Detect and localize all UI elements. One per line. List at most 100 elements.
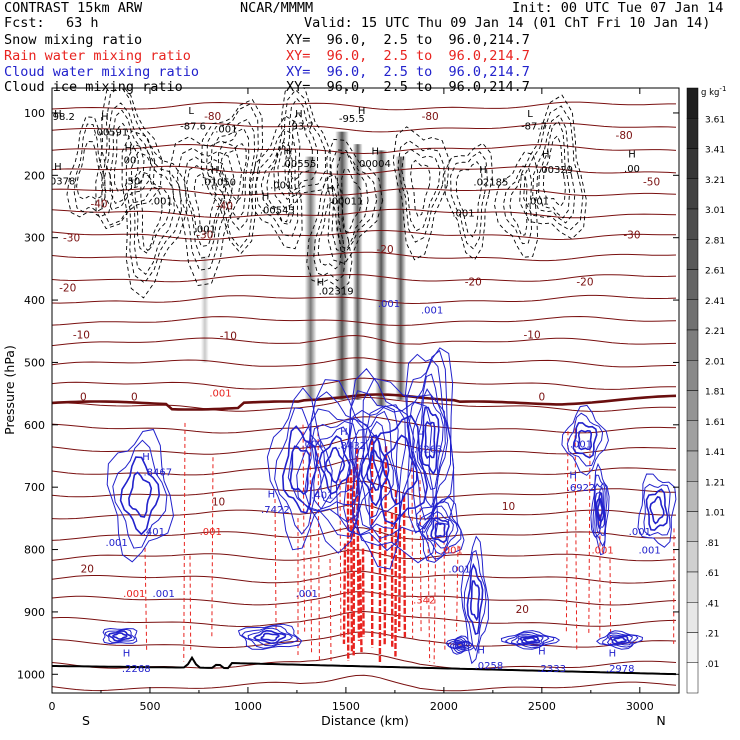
isotherm-label: -20: [59, 283, 76, 295]
extremum-label: .2333: [537, 664, 566, 675]
rain-shaft-4: [274, 499, 277, 632]
extremum-label: .6922: [567, 483, 596, 494]
cloud-water-contour-12-4: [260, 632, 281, 642]
contour-labels: -80 -80 -80 -50 -40 -40 -30 -30 -30 -20 -20 -20 -20 -…: [52, 106, 661, 675]
cloud-water-contour-14-1: [504, 631, 555, 649]
cloud-water-contour-2-5: [318, 435, 351, 495]
snow-contour-4-4: [200, 98, 264, 255]
x-axis-label: Distance (km): [321, 713, 409, 728]
cloud-water-contour-12-1: [241, 625, 299, 649]
cloud-water-contour-8-0: [561, 404, 610, 476]
isotherm-line-4: [52, 188, 677, 197]
cloud-water-contour-5-6: [424, 420, 436, 460]
extremum-label: H: [609, 648, 617, 659]
rain-shaft-8: [317, 425, 320, 661]
colorbar-swatch: [686, 541, 699, 573]
x-tick-label: 2000: [430, 700, 458, 713]
colorbar-level-label: 3.41: [705, 146, 725, 156]
colorbar-level-label: 1.41: [705, 448, 725, 458]
extremum-label: .001: [448, 564, 470, 575]
snow-contour-4-1: [217, 127, 250, 221]
colorbar-swatch: [686, 571, 699, 603]
cloud-water-contour-3-3: [352, 410, 399, 529]
cloud-water-contour-8-1: [566, 412, 604, 467]
snow-contour-12-1: [538, 120, 571, 219]
extremum-label: H: [340, 427, 348, 438]
center-name: NCAR/MMMM: [240, 0, 314, 16]
extremum-label: H: [283, 146, 291, 157]
snow-contour-3-2: [183, 156, 228, 259]
extremum-label: -93.7: [288, 121, 314, 132]
snow-contour-3-4: [168, 136, 243, 287]
cloud-water-contour-12-0: [237, 623, 303, 650]
cloud-water-contour-6-4: [430, 517, 450, 544]
extremum-label: .001: [209, 388, 231, 399]
cloud-water-contour-4-2: [372, 414, 429, 525]
snow-contour-0-2: [66, 116, 114, 218]
rain-shaft-3: [211, 457, 214, 638]
extremum-label: .001: [452, 209, 474, 220]
isotherm-label: 0: [539, 392, 546, 404]
snow-contour-6-2: [306, 174, 353, 291]
extremum-label: H: [479, 165, 487, 176]
cloud-water-contour-5-4: [416, 388, 444, 491]
plot-frame: [51, 87, 680, 694]
x-tick-label: 3000: [626, 700, 654, 713]
y-tick-label: 700: [24, 481, 45, 494]
isotherm-label: -20: [576, 276, 593, 288]
cloud-water-contours: [102, 347, 677, 665]
cloud-water-contour-14-0: [500, 630, 560, 650]
cloud-water-contour-3-0: [335, 368, 415, 570]
colorbar-swatch: [686, 178, 699, 210]
cloud-water-contour-3-1: [343, 390, 407, 552]
cloud-water-contour-11-3: [112, 632, 128, 640]
colorbar-level-label: .61: [705, 569, 719, 579]
colorbar-swatch: [686, 632, 699, 663]
extremum-label: .001: [638, 546, 660, 557]
isotherm-line-15: [52, 416, 677, 434]
isotherm-line-22: [52, 570, 677, 584]
extremum-label: .001: [215, 125, 237, 136]
cloud-ice-column-5: [395, 156, 407, 400]
isotherm-line-19: [52, 503, 676, 520]
isotherm-label: -10: [73, 329, 90, 341]
colorbar-unit: g kg-1: [701, 85, 726, 98]
extremum-label: H: [54, 162, 62, 173]
extremum-label: .00555: [281, 159, 316, 170]
colorbar-swatch: [686, 87, 699, 119]
snow-contour-11-2: [493, 151, 539, 258]
valid-time: Valid: 15 UTC Thu 09 Jan 14 (01 ChT Fri …: [304, 15, 711, 31]
extremum-label: H: [54, 109, 62, 120]
extremum-label: .001: [378, 299, 400, 310]
isotherm-line-5: [52, 208, 677, 219]
isotherm-label: 20: [81, 563, 94, 575]
snow-contour-3-3: [176, 147, 235, 271]
cloud-water-contour-1-3: [289, 445, 311, 496]
snow-contour-10-2: [444, 142, 493, 261]
colorbar-level-label: .41: [705, 599, 719, 609]
extremum-label: L: [188, 106, 194, 117]
snow-contour-7-2: [277, 89, 326, 200]
cloud-water-contour-14-4: [518, 635, 541, 644]
extremum-label: .001: [527, 196, 549, 207]
snow-contour-2-2: [131, 151, 176, 275]
isotherm-line-2: [52, 143, 677, 155]
model-title: CONTRAST 15km ARW: [4, 0, 143, 16]
rain-shaft-24: [402, 495, 407, 638]
snow-contour-6-0: [317, 201, 342, 270]
extremum-label: H: [358, 106, 366, 117]
colorbar-level-label: 2.01: [705, 357, 725, 367]
colorbar-swatch: [686, 481, 699, 512]
snow-contour-7-0: [288, 112, 313, 182]
cloud-water-contour-10-1: [643, 483, 671, 537]
field-cloudice-name: Cloud ice mixing ratio: [4, 79, 183, 95]
extremum-label: H: [262, 191, 270, 202]
extremum-label: H: [317, 277, 325, 288]
cloud-water-contour-3-2: [349, 405, 401, 536]
x-tick-label: 2500: [528, 700, 556, 713]
snow-contour-3-0: [193, 174, 217, 235]
isotherm-label: -20: [377, 244, 394, 256]
isotherm-line-1: [52, 122, 677, 133]
snow-contour-11-1: [502, 165, 532, 245]
colorbar-swatch: [686, 239, 699, 270]
